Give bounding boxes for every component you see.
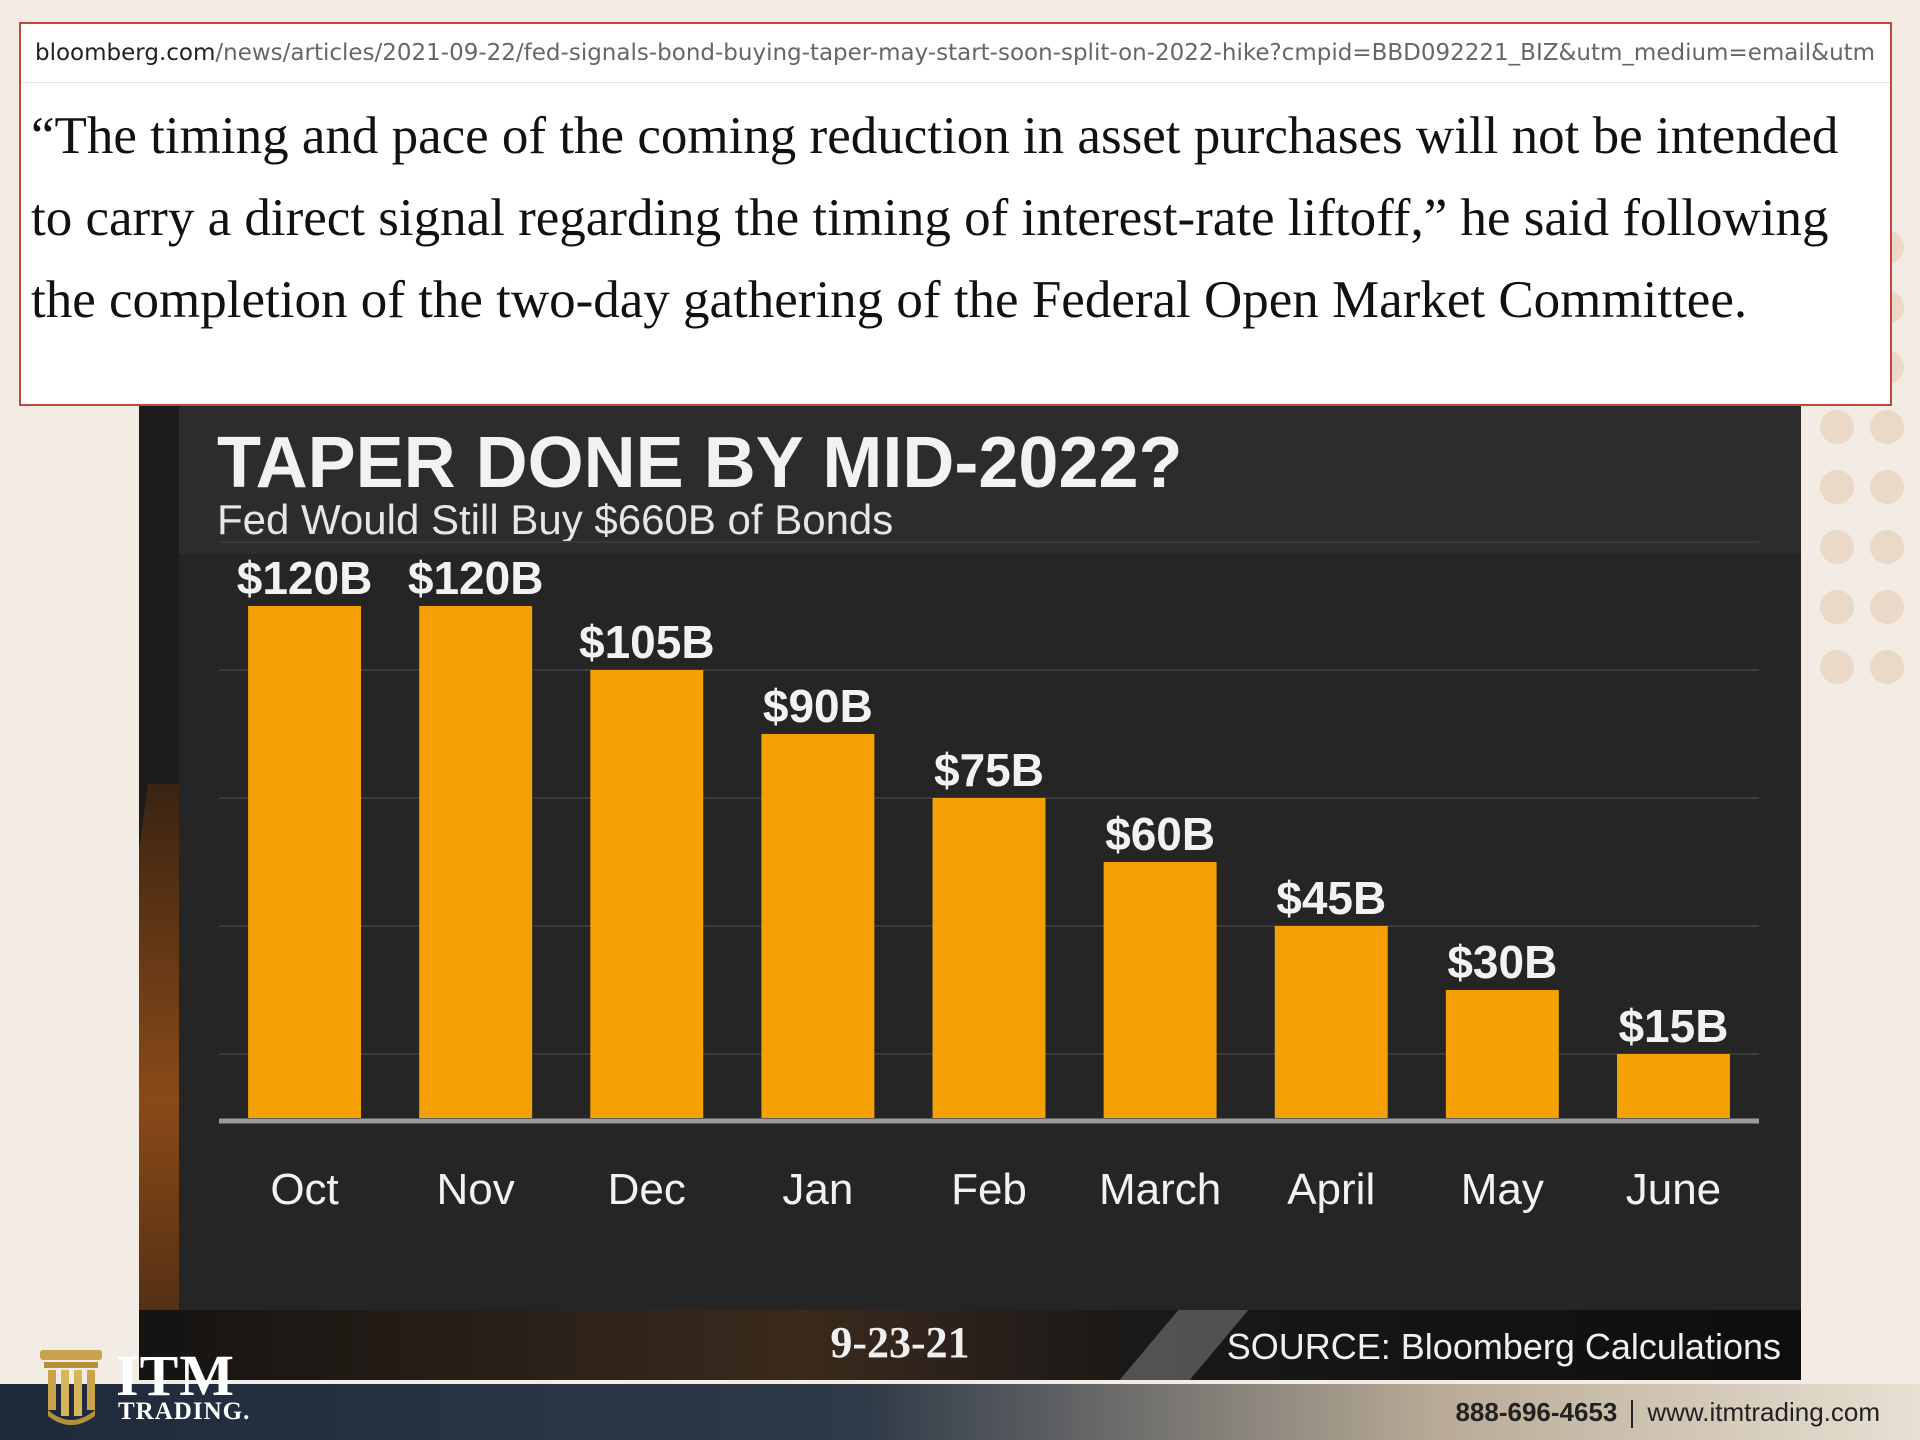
title-band xyxy=(179,404,1801,554)
bar-may xyxy=(1445,990,1559,1118)
contact-divider xyxy=(1631,1400,1634,1429)
data-label: $120B xyxy=(408,552,544,604)
x-tick-label: March xyxy=(1099,1165,1221,1214)
x-tick-label: Dec xyxy=(608,1165,686,1214)
column-emblem-icon xyxy=(40,1350,102,1425)
x-tick-label: Nov xyxy=(437,1165,515,1214)
chart-area: TAPER DONE BY MID-2022? Fed Would Still … xyxy=(179,404,1801,1310)
data-label: $75B xyxy=(934,744,1044,796)
data-label: $45B xyxy=(1276,872,1386,924)
website-link[interactable]: www.itmtrading.com xyxy=(1647,1397,1880,1427)
url-bar[interactable]: bloomberg.com/news/articles/2021-09-22/f… xyxy=(21,24,1890,83)
data-label: $60B xyxy=(1105,808,1215,860)
data-label: $105B xyxy=(579,616,715,668)
url-path: /news/articles/2021-09-22/fed-signals-bo… xyxy=(215,40,1876,66)
bar-march xyxy=(1103,862,1217,1118)
data-label: $15B xyxy=(1618,1000,1728,1052)
contact-info: 888-696-4653 www.itmtrading.com xyxy=(1455,1397,1880,1429)
chart-panel: TAPER DONE BY MID-2022? Fed Would Still … xyxy=(139,404,1801,1380)
x-tick-label: Jan xyxy=(782,1165,853,1214)
url-domain: bloomberg.com xyxy=(35,40,216,66)
x-tick-label: May xyxy=(1461,1165,1544,1214)
bar-nov xyxy=(419,606,533,1118)
logo-subtitle: TRADING. xyxy=(118,1398,251,1425)
logo-name: ITM xyxy=(116,1343,235,1408)
bar-dec xyxy=(590,670,704,1118)
data-label: $90B xyxy=(763,680,873,732)
data-label: $120B xyxy=(237,552,373,604)
x-tick-label: Feb xyxy=(951,1165,1027,1214)
x-tick-label: April xyxy=(1287,1165,1375,1214)
chart-source: SOURCE: Bloomberg Calculations xyxy=(1226,1326,1781,1367)
chart-subtitle: Fed Would Still Buy $660B of Bonds xyxy=(217,496,894,543)
bar-june xyxy=(1616,1054,1730,1118)
chart-title: TAPER DONE BY MID-2022? xyxy=(217,423,1183,503)
article-quote-card: bloomberg.com/news/articles/2021-09-22/f… xyxy=(19,22,1892,406)
bar-jan xyxy=(761,734,875,1118)
bar-oct xyxy=(248,606,362,1118)
chart-date: 9-23-21 xyxy=(830,1318,970,1367)
bar-chart: $120B Oct $120B Nov $105B Dec $90B Jan $75B Feb $6… xyxy=(219,541,1759,1214)
bottom-bar xyxy=(0,1384,1920,1440)
x-tick-label: Oct xyxy=(270,1165,338,1214)
x-tick-label: June xyxy=(1626,1165,1721,1214)
bar-april xyxy=(1274,926,1388,1118)
chart-footer xyxy=(139,1310,1801,1380)
data-label: $30B xyxy=(1447,936,1557,988)
quote-text: “The timing and pace of the coming reduc… xyxy=(31,107,1839,329)
bar-feb xyxy=(932,798,1046,1118)
phone-number: 888-696-4653 xyxy=(1455,1397,1618,1427)
